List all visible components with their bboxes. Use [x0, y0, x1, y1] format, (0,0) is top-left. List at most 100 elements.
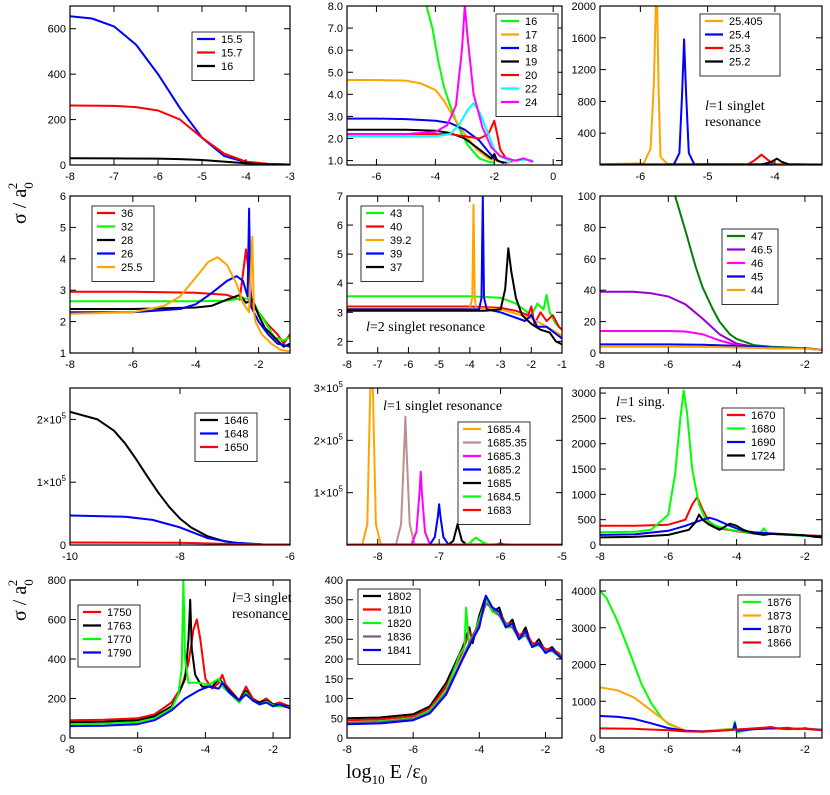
x-tick-label: -2: [800, 551, 810, 563]
x-tick-label: -8: [342, 744, 352, 756]
annotation-line: resonance: [232, 607, 288, 622]
y-tick-label: 50: [331, 713, 343, 725]
series-line-43: [347, 293, 562, 331]
y-axis-label-bottom: σ / a02: [5, 579, 36, 621]
legend-entry-1790: 1790: [107, 648, 131, 660]
y-tick-label: 6: [60, 191, 66, 203]
y-tick-label: 400: [578, 128, 596, 140]
x-tick-label: -10: [62, 551, 78, 563]
legend-entry-24: 24: [525, 97, 537, 109]
series-line-1670: [600, 495, 822, 537]
x-tick-label: -6: [133, 744, 143, 756]
x-tick-label: -2: [541, 744, 551, 756]
y-tick-label: 20: [584, 317, 596, 329]
legend-entry-22: 22: [525, 84, 537, 96]
x-tick-label: -5: [703, 171, 713, 183]
annotation-line: l=3 singlet: [232, 591, 292, 606]
y-tick-label: 5.0: [328, 67, 343, 79]
legend-box: [91, 205, 155, 282]
y-tick-label: 6: [337, 220, 343, 232]
series-line-46-5: [600, 290, 822, 351]
x-tick-label: -7: [109, 171, 119, 183]
y-tick-label: 60: [584, 254, 596, 266]
series-line-16: [70, 157, 290, 165]
y-tick-label: 0: [60, 540, 66, 552]
x-tick-label: -6: [285, 551, 295, 563]
series-line-24: [347, 6, 534, 163]
y-tick-label: 800: [578, 96, 596, 108]
legend-entry-17: 17: [525, 30, 537, 42]
legend-entry-1750: 1750: [107, 607, 131, 619]
series-line-19: [347, 128, 505, 164]
legend-entry-1650: 1650: [224, 442, 248, 454]
y-tick-label: 1.0: [328, 156, 343, 168]
series-line-1790: [70, 681, 290, 728]
legend-entry-28: 28: [121, 235, 133, 247]
series-line-16: [425, 6, 496, 164]
legend-entry-46: 46: [751, 258, 763, 270]
x-tick-label: -7: [434, 551, 444, 563]
legend-entry-25-405: 25.405: [729, 16, 763, 28]
legend-entry-43: 43: [390, 208, 402, 220]
legend-entry-1670: 1670: [751, 410, 775, 422]
x-tick-label: -6: [404, 359, 414, 371]
legend-entry-1820: 1820: [387, 618, 411, 630]
legend-entry-25-2: 25.2: [729, 57, 750, 69]
x-tick-label: -2: [254, 359, 264, 371]
y-tick-label: 300: [325, 615, 343, 627]
x-tick-label: -3: [285, 171, 295, 183]
legend-entry-16: 16: [525, 16, 537, 28]
x-tick-label: -2: [800, 359, 810, 371]
series-line-26: [70, 207, 290, 348]
legend-entry-1876: 1876: [767, 597, 791, 609]
legend-entry-1802: 1802: [387, 591, 411, 603]
legend-entry-19: 19: [525, 57, 537, 69]
y-tick-label: 200: [48, 115, 66, 127]
legend-entry-1841: 1841: [387, 645, 411, 657]
y-tick-label: 3: [337, 307, 343, 319]
y-tick-label: 2.0: [328, 134, 343, 146]
y-tick-label: 400: [325, 575, 343, 587]
y-tick-label: 1: [60, 348, 66, 360]
x-tick-label: -7: [373, 359, 383, 371]
y-tick-label: 6.0: [328, 45, 343, 57]
x-tick-label: 0: [550, 171, 556, 183]
y-tick-label: 5: [60, 222, 66, 234]
annotation: l=1 sing.res.: [616, 395, 665, 426]
legend-entry-20: 20: [525, 70, 537, 82]
legend-entry-25-5: 25.5: [121, 262, 142, 274]
plot-frame: [599, 579, 823, 739]
plot-frame: [346, 5, 563, 166]
y-tick-label: 100: [325, 694, 343, 706]
annotation-line: resonance: [705, 115, 761, 130]
y-tick-label: 4: [337, 278, 343, 290]
x-tick-label: -4: [191, 359, 201, 371]
x-tick-label: -5: [434, 359, 444, 371]
x-tick-label: -4: [241, 171, 251, 183]
series-line-1685-4: [347, 388, 562, 545]
x-tick-label: -2: [526, 359, 536, 371]
x-tick-label: -6: [635, 171, 645, 183]
y-tick-label: 2000: [572, 1, 596, 13]
legend-box: [721, 407, 785, 471]
legend-entry-39-2: 39.2: [390, 235, 411, 247]
legend: 15.5 15.716: [191, 31, 255, 81]
legend-entry-37: 37: [390, 262, 402, 274]
x-tick-label: -6: [496, 551, 506, 563]
plot-frame: [69, 387, 291, 546]
legend-entry-1810: 1810: [387, 605, 411, 617]
legend-entry-25-3: 25.3: [729, 43, 750, 55]
series-line-25-4: [600, 38, 822, 165]
x-tick-label: -5: [557, 551, 567, 563]
y-tick-label: 40: [584, 285, 596, 297]
legend-box: [77, 604, 141, 668]
legend-entry-1873: 1873: [767, 611, 791, 623]
legend-entry-1836: 1836: [387, 632, 411, 644]
